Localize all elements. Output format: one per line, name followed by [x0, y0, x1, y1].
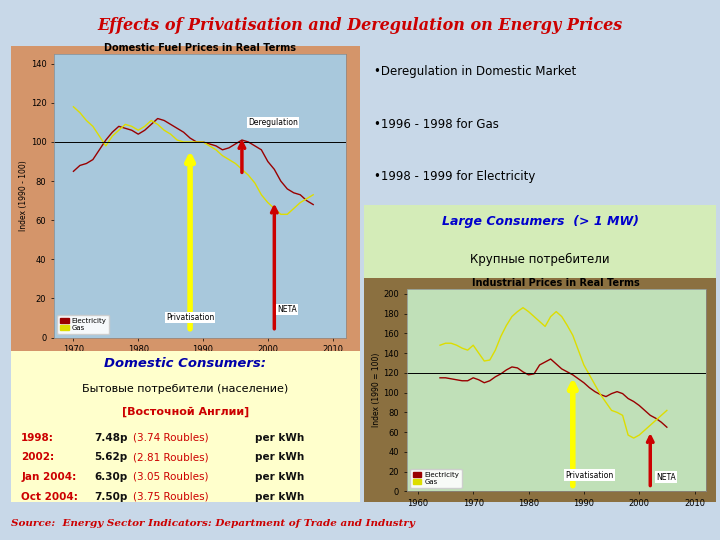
Text: •1998 - 1999 for Electricity: •1998 - 1999 for Electricity	[374, 170, 536, 183]
Text: per kWh: per kWh	[255, 491, 305, 502]
Text: Privatisation: Privatisation	[166, 313, 215, 322]
Text: Large Consumers  (> 1 MW): Large Consumers (> 1 MW)	[441, 215, 639, 228]
Text: •1996 - 1998 for Gas: •1996 - 1998 for Gas	[374, 118, 499, 131]
Text: 2002:: 2002:	[22, 453, 55, 462]
Text: per kWh: per kWh	[255, 433, 305, 443]
Text: NETA: NETA	[277, 305, 297, 314]
Text: 6.30p: 6.30p	[94, 472, 128, 482]
Text: (2.81 Roubles): (2.81 Roubles)	[133, 453, 209, 462]
Title: Domestic Fuel Prices in Real Terms: Domestic Fuel Prices in Real Terms	[104, 43, 296, 53]
Title: Industrial Prices in Real Terms: Industrial Prices in Real Terms	[472, 278, 640, 288]
Text: 1998:: 1998:	[22, 433, 54, 443]
Text: Source:  Energy Sector Indicators: Department of Trade and Industry: Source: Energy Sector Indicators: Depart…	[11, 519, 415, 529]
Text: Oct 2004:: Oct 2004:	[22, 491, 78, 502]
Text: per kWh: per kWh	[255, 472, 305, 482]
Text: Jan 2004:: Jan 2004:	[22, 472, 76, 482]
Text: Deregulation: Deregulation	[248, 118, 298, 127]
Text: [Восточной Англии]: [Восточной Англии]	[122, 407, 249, 417]
Text: 7.50p: 7.50p	[94, 491, 128, 502]
Text: (3.74 Roubles): (3.74 Roubles)	[133, 433, 209, 443]
Text: Domestic Consumers:: Domestic Consumers:	[104, 357, 266, 370]
Text: (3.75 Roubles): (3.75 Roubles)	[133, 491, 209, 502]
Legend: Electricity, Gas: Electricity, Gas	[410, 469, 462, 488]
Text: Effects of Privatisation and Deregulation on Energy Prices: Effects of Privatisation and Deregulatio…	[97, 17, 623, 34]
Text: Крупные потребители: Крупные потребители	[470, 253, 610, 266]
Text: Бытовые потребители (население): Бытовые потребители (население)	[82, 384, 289, 394]
Text: NETA: NETA	[656, 472, 675, 482]
Text: Privatisation: Privatisation	[565, 470, 613, 480]
Text: •Deregulation in Domestic Market: •Deregulation in Domestic Market	[374, 65, 577, 78]
Text: per kWh: per kWh	[255, 453, 305, 462]
Text: 5.62p: 5.62p	[94, 453, 128, 462]
Y-axis label: Index (1990 - 100): Index (1990 - 100)	[19, 160, 28, 231]
Legend: Electricity, Gas: Electricity, Gas	[58, 315, 109, 334]
Text: (3.05 Roubles): (3.05 Roubles)	[133, 472, 209, 482]
Y-axis label: Index (1990 = 100): Index (1990 = 100)	[372, 353, 380, 427]
Text: 7.48p: 7.48p	[94, 433, 128, 443]
